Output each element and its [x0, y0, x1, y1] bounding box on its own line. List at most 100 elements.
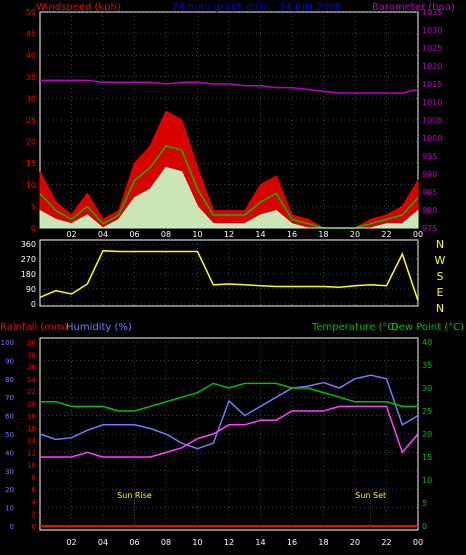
- y-tick-label: 5: [31, 202, 36, 211]
- climate-series: [39, 374, 419, 527]
- rainfall-axis-label: Rainfall (mm): [0, 322, 68, 333]
- x-tick-label: 12: [224, 230, 234, 239]
- humidity-tick-label: 80: [5, 376, 14, 384]
- y2-tick-label: 975: [422, 224, 437, 233]
- x-tick-label: 16: [287, 230, 297, 239]
- x-tick-label: 22: [381, 230, 391, 239]
- wind-min-area: [39, 166, 419, 229]
- y2-tick-label: 995: [422, 152, 437, 161]
- humidity-tick-label: 50: [5, 431, 14, 439]
- direction-grid: [40, 240, 419, 306]
- sun-markers: Sun Rise Sun Set: [117, 491, 386, 526]
- x-tick-label: 10: [192, 230, 202, 239]
- y2-tick-label: 1035: [422, 8, 442, 17]
- rainfall-tick-label: 16: [27, 425, 36, 433]
- humidity-line: [39, 374, 419, 450]
- x-tick-label: 10: [192, 538, 202, 547]
- humidity-y-ticks: 0 10 20 30 40 50 60 70 80 90 100: [1, 339, 14, 531]
- rainfall-tick-label: 10: [27, 462, 36, 470]
- humidity-tick-label: 0: [10, 523, 14, 531]
- y2-tick-label: 1015: [422, 80, 442, 89]
- x-tick-label: 08: [161, 230, 171, 239]
- sun-marker-label: Sun Rise: [117, 491, 152, 500]
- y2-tick-label: 1025: [422, 44, 442, 53]
- rainfall-tick-label: 26: [27, 364, 36, 372]
- chart-title: 24 hour graph data - 14 JUN 2006: [172, 2, 341, 13]
- temperature-tick-label: 0: [422, 522, 427, 531]
- y-tick-label: 40: [26, 51, 36, 60]
- dew-point-axis-label: Dew Point (°C): [391, 322, 464, 333]
- temperature-axis-label: Temperature (°C): [311, 322, 398, 333]
- x-tick-label: 04: [98, 230, 108, 239]
- direction-y-ticks: 0 90 180 270 360: [21, 240, 36, 309]
- compass-label: S: [437, 270, 444, 283]
- y2-tick-label: 1010: [422, 98, 442, 107]
- temperature-line: [40, 382, 418, 412]
- x-tick-label: 18: [318, 538, 328, 547]
- rainfall-tick-label: 0: [32, 523, 36, 531]
- climate-x-ticks: 02 04 06 08 10 12 14 16 18 20 22 00: [66, 538, 423, 547]
- barometer-axis-label: Barometer (hpa): [372, 2, 455, 13]
- temperature-tick-label: 5: [422, 499, 427, 508]
- x-tick-label: 08: [161, 538, 171, 547]
- compass-label: W: [435, 254, 446, 267]
- x-tick-label: 00: [413, 230, 423, 239]
- compass-label: E: [437, 286, 444, 299]
- y2-tick-label: 1020: [422, 62, 442, 71]
- rainfall-tick-label: 4: [32, 498, 37, 506]
- wind-series: [39, 79, 419, 229]
- y-tick-label: 360: [21, 240, 36, 249]
- temperature-tick-label: 25: [422, 407, 432, 416]
- barometer-y-ticks: 975 980 985 990 995 1000 1005 1010 1015 1020 1025 1…: [422, 8, 442, 233]
- rainfall-tick-label: 22: [27, 388, 36, 396]
- y2-tick-label: 1030: [422, 26, 442, 35]
- y2-tick-label: 1005: [422, 116, 442, 125]
- y2-tick-label: 985: [422, 188, 437, 197]
- humidity-tick-label: 90: [5, 357, 14, 365]
- y-tick-label: 20: [26, 138, 36, 147]
- y-tick-label: 45: [26, 30, 36, 39]
- rainfall-tick-label: 20: [27, 400, 36, 408]
- temperature-tick-label: 10: [422, 476, 432, 485]
- x-tick-label: 20: [350, 230, 360, 239]
- x-tick-label: 20: [350, 538, 360, 547]
- humidity-tick-label: 70: [5, 394, 14, 402]
- humidity-axis-label: Humidity (%): [66, 322, 132, 333]
- dew-point-line: [40, 405, 419, 458]
- rainfall-tick-label: 14: [27, 437, 36, 445]
- direction-series: [39, 249, 419, 301]
- y-tick-label: 15: [26, 159, 36, 168]
- humidity-tick-label: 30: [5, 468, 14, 476]
- x-tick-label: 02: [66, 230, 76, 239]
- x-tick-label: 06: [129, 538, 139, 547]
- sun-marker-label: Sun Set: [355, 491, 386, 500]
- barometer-line: [40, 79, 419, 94]
- wind-average-line: [39, 145, 419, 229]
- y-tick-label: 90: [26, 285, 36, 294]
- wind-y-ticks: 0 5 10 15 20 25 30 35 40 45 50: [26, 8, 36, 233]
- wind-direction-line: [39, 249, 419, 301]
- x-tick-label: 14: [255, 230, 265, 239]
- y-tick-label: 25: [26, 116, 36, 125]
- x-tick-label: 06: [129, 230, 139, 239]
- y2-tick-label: 990: [422, 170, 437, 179]
- x-tick-label: 16: [287, 538, 297, 547]
- humidity-tick-label: 100: [1, 339, 14, 347]
- y-tick-label: 270: [21, 255, 36, 264]
- humidity-tick-label: 10: [5, 505, 14, 513]
- x-tick-label: 00: [413, 538, 423, 547]
- y-tick-label: 0: [31, 300, 36, 309]
- rainfall-tick-label: 6: [32, 486, 37, 494]
- rainfall-tick-label: 18: [27, 413, 36, 421]
- x-tick-label: 02: [66, 538, 76, 547]
- temperature-tick-label: 15: [422, 453, 432, 462]
- y2-tick-label: 980: [422, 206, 437, 215]
- x-tick-label: 18: [318, 230, 328, 239]
- y-tick-label: 30: [26, 94, 36, 103]
- x-tick-label: 04: [98, 538, 108, 547]
- rainfall-tick-label: 30: [27, 339, 36, 347]
- compass-label: N: [436, 302, 444, 315]
